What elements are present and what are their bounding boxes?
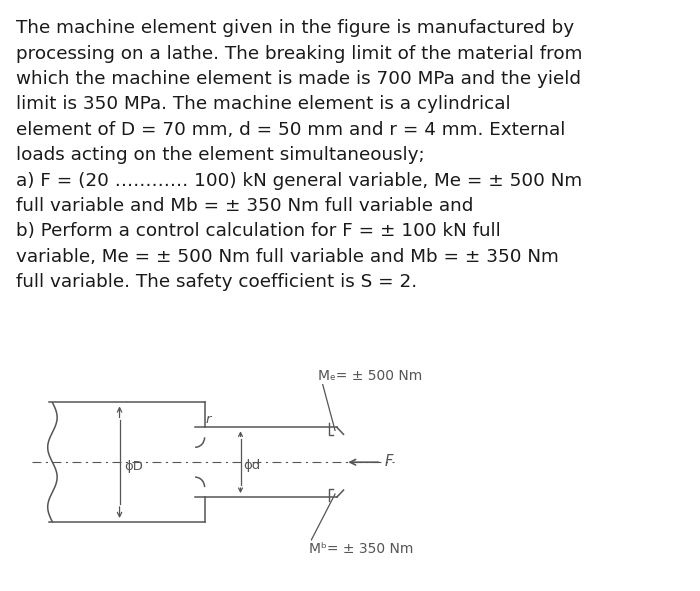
- Text: which the machine element is made is 700 MPa and the yield: which the machine element is made is 700…: [15, 70, 580, 88]
- Text: Mₑ= ± 500 Nm: Mₑ= ± 500 Nm: [318, 369, 422, 382]
- Text: F: F: [384, 454, 393, 469]
- Text: processing on a lathe. The breaking limit of the material from: processing on a lathe. The breaking limi…: [15, 45, 582, 63]
- Text: r: r: [206, 413, 211, 426]
- Text: limit is 350 MPa. The machine element is a cylindrical: limit is 350 MPa. The machine element is…: [15, 95, 510, 113]
- Text: element of D = 70 mm, d = 50 mm and r = 4 mm. External: element of D = 70 mm, d = 50 mm and r = …: [15, 121, 565, 139]
- Text: a) F = (20 ………… 100) kN general variable, Me = ± 500 Nm: a) F = (20 ………… 100) kN general variable…: [15, 171, 582, 190]
- Text: variable, Me = ± 500 Nm full variable and Mb = ± 350 Nm: variable, Me = ± 500 Nm full variable an…: [15, 248, 559, 266]
- Text: The machine element given in the figure is manufactured by: The machine element given in the figure …: [15, 20, 574, 37]
- Text: Mᵇ= ± 350 Nm: Mᵇ= ± 350 Nm: [309, 542, 413, 556]
- Text: full variable. The safety coefficient is S = 2.: full variable. The safety coefficient is…: [15, 273, 416, 291]
- Text: b) Perform a control calculation for F = ± 100 kN full: b) Perform a control calculation for F =…: [15, 222, 500, 241]
- Text: loads acting on the element simultaneously;: loads acting on the element simultaneous…: [15, 146, 424, 164]
- Text: ϕD: ϕD: [125, 460, 143, 473]
- Text: ϕd: ϕd: [244, 459, 260, 472]
- Text: full variable and Mb = ± 350 Nm full variable and: full variable and Mb = ± 350 Nm full var…: [15, 197, 473, 215]
